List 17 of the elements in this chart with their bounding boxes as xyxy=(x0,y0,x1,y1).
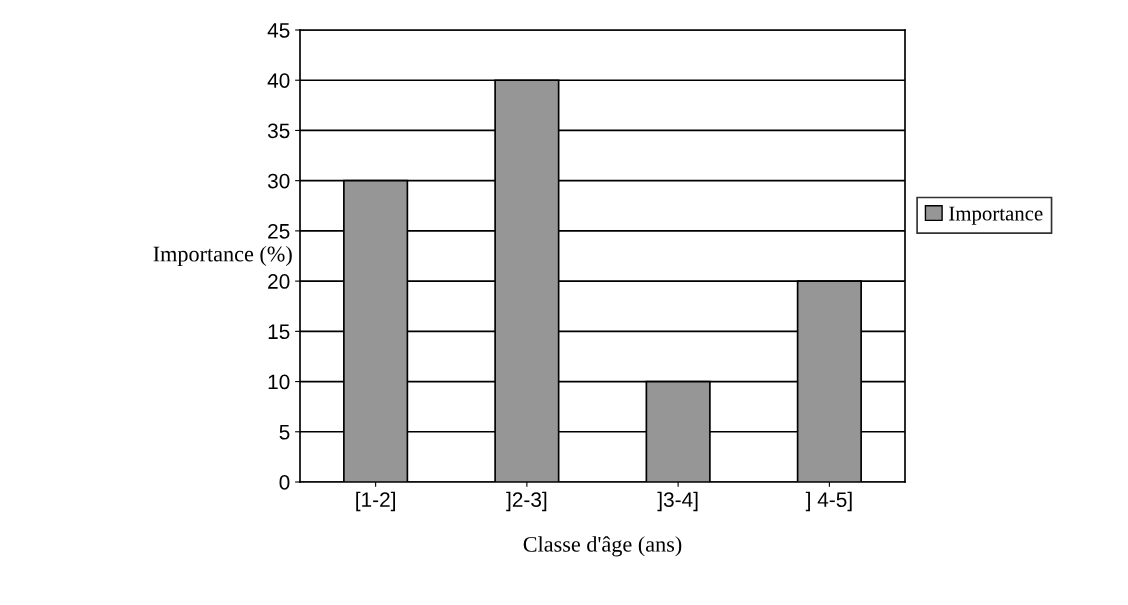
y-tick-label: 20 xyxy=(268,274,290,289)
x-tick-label: [1-2] xyxy=(356,491,395,512)
y-tick-label: 40 xyxy=(267,73,290,88)
y-axis-title: Importance (%) xyxy=(153,245,292,267)
y-tick-label: 35 xyxy=(267,123,290,139)
y-tick-label: 15 xyxy=(268,324,290,340)
legend-label: Importance xyxy=(949,206,1043,225)
y-tick-label: 5 xyxy=(279,424,290,440)
y-tick-label: 10 xyxy=(268,374,290,390)
x-tick-label: ]3-4] xyxy=(657,491,698,512)
x-axis-title: Classe d'âge (ans) xyxy=(523,536,682,557)
x-tick-label: ]2-3] xyxy=(506,491,547,512)
y-tick-label: 45 xyxy=(267,23,290,38)
x-tick-label: ] 4-5] xyxy=(805,491,852,512)
y-tick-label: 30 xyxy=(267,173,290,189)
y-tick-label: 0 xyxy=(279,475,290,490)
y-tick-label: 25 xyxy=(268,223,290,239)
